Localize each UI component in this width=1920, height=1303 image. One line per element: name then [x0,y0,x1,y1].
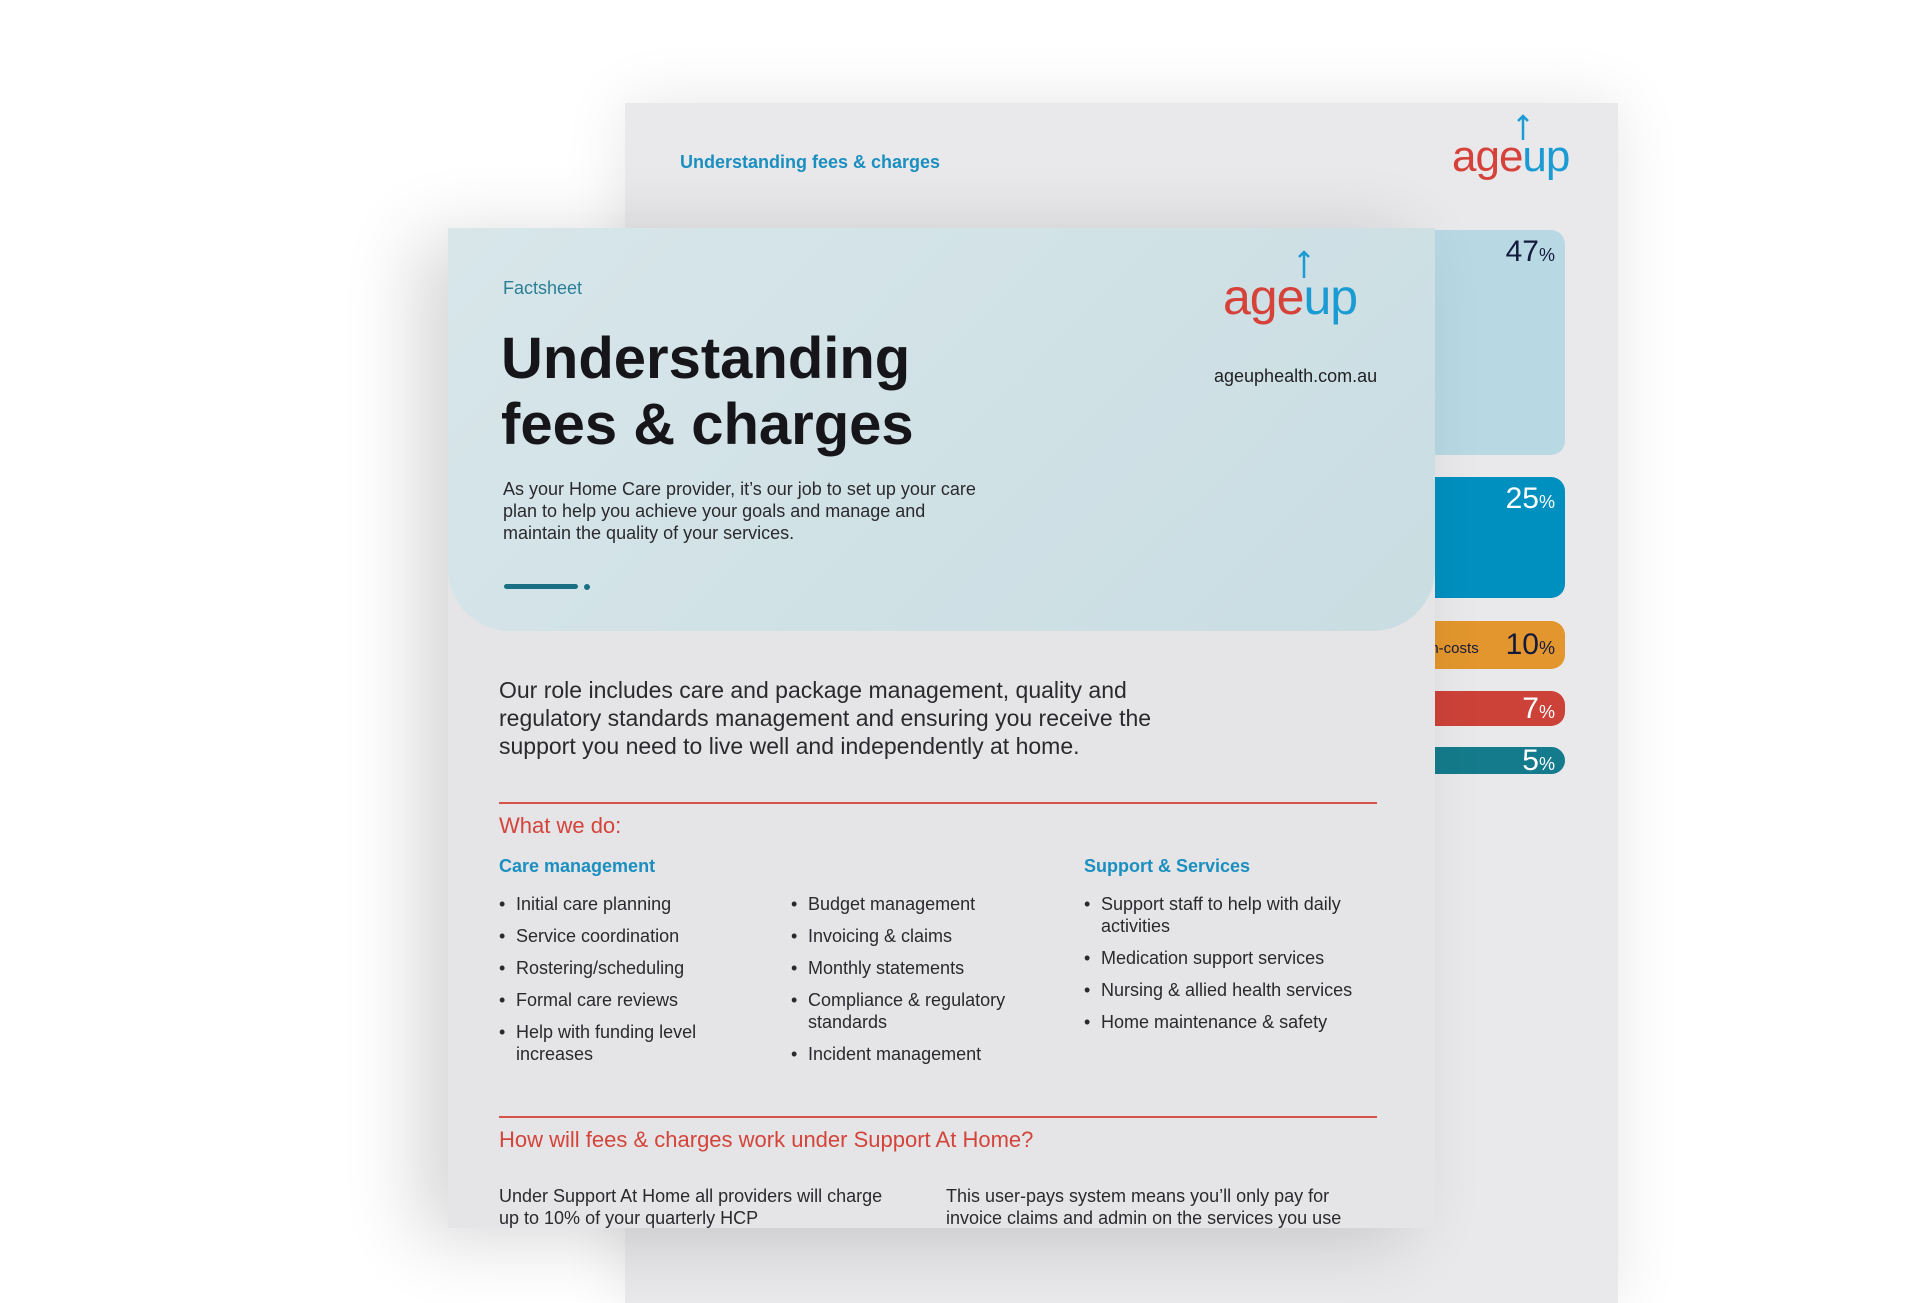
bar-25-percent: 25% [1420,477,1565,598]
list-item: Rostering/scheduling [499,957,699,979]
logo-text-up: up [1517,114,1570,182]
bar-47-percent: 47% [1420,230,1565,455]
support-list: Support staff to help with daily activit… [1084,893,1384,1043]
bar-value: 10 [1505,628,1539,661]
list-item: Home maintenance & safety [1084,1011,1384,1033]
bar-10-percent: on-costs 10% [1420,621,1565,669]
list-item: Support staff to help with daily activit… [1084,893,1384,937]
bar-unit: % [1538,754,1555,774]
website-url[interactable]: ageuphealth.com.au [1214,366,1378,386]
bar-value: 47 [1505,235,1539,268]
bar-value: 7 [1522,692,1539,725]
fees-paragraph-2: This user-pays system means you’ll only … [946,1186,1342,1228]
list-item: Incident management [791,1043,1031,1065]
list-item: Formal care reviews [499,989,699,1011]
logo-text-age: age [1223,269,1304,325]
what-we-do-heading: What we do: [499,813,622,838]
support-services-heading: Support & Services [1084,856,1251,876]
bar-5-percent: 5% [1420,744,1565,777]
care-list-2: Budget management Invoicing & claims Month… [791,893,1031,1075]
bar-unit: % [1538,638,1555,658]
list-item: Service coordination [499,925,699,947]
bar-value: 5 [1522,744,1539,777]
progress-dash [504,584,578,589]
divider [499,1116,1377,1118]
arrow-up-icon [1298,250,1311,278]
body-text: Our role includes care and package manag… [499,677,1152,759]
front-page: Factsheet Understanding fees & charges As… [448,228,1435,1228]
bar-unit: % [1538,492,1555,512]
fees-paragraph-1: Under Support At Home all providers will… [499,1186,883,1228]
list-item: Help with funding level increases [499,1021,699,1065]
list-item: Medication support services [1084,947,1384,969]
arrow-up-icon [1517,114,1530,140]
divider [499,802,1377,804]
bar-unit: % [1538,702,1555,722]
list-item: Invoicing & claims [791,925,1031,947]
progress-dot [584,584,590,590]
back-logo: age up [1452,114,1570,182]
logo-text-age: age [1452,132,1523,181]
bar-unit: % [1538,245,1555,265]
hero-panel: Factsheet Understanding fees & charges As… [448,228,1435,631]
logo-text-up: up [1298,250,1358,326]
list-item: Monthly statements [791,957,1031,979]
care-list-1: Initial care planning Service coordinatio… [499,893,699,1075]
list-item: Nursing & allied health services [1084,979,1384,1001]
bar-value: 25 [1505,482,1539,515]
list-item: Budget management [791,893,1031,915]
list-item: Initial care planning [499,893,699,915]
care-management-heading: Care management [499,856,656,876]
bar-label: on-costs [1422,640,1479,657]
back-page-header: Understanding fees & charges [680,152,941,172]
front-logo: age up [1223,250,1358,326]
page-title: Understanding fees & charges [501,326,914,457]
fees-heading: How will fees & charges work under Suppo… [499,1127,1034,1152]
kicker: Factsheet [503,278,583,298]
list-item: Compliance & regulatory standards [791,989,1031,1033]
bar-7-percent: 7% [1420,691,1565,726]
intro-text: As your Home Care provider, it’s our job… [503,479,976,543]
